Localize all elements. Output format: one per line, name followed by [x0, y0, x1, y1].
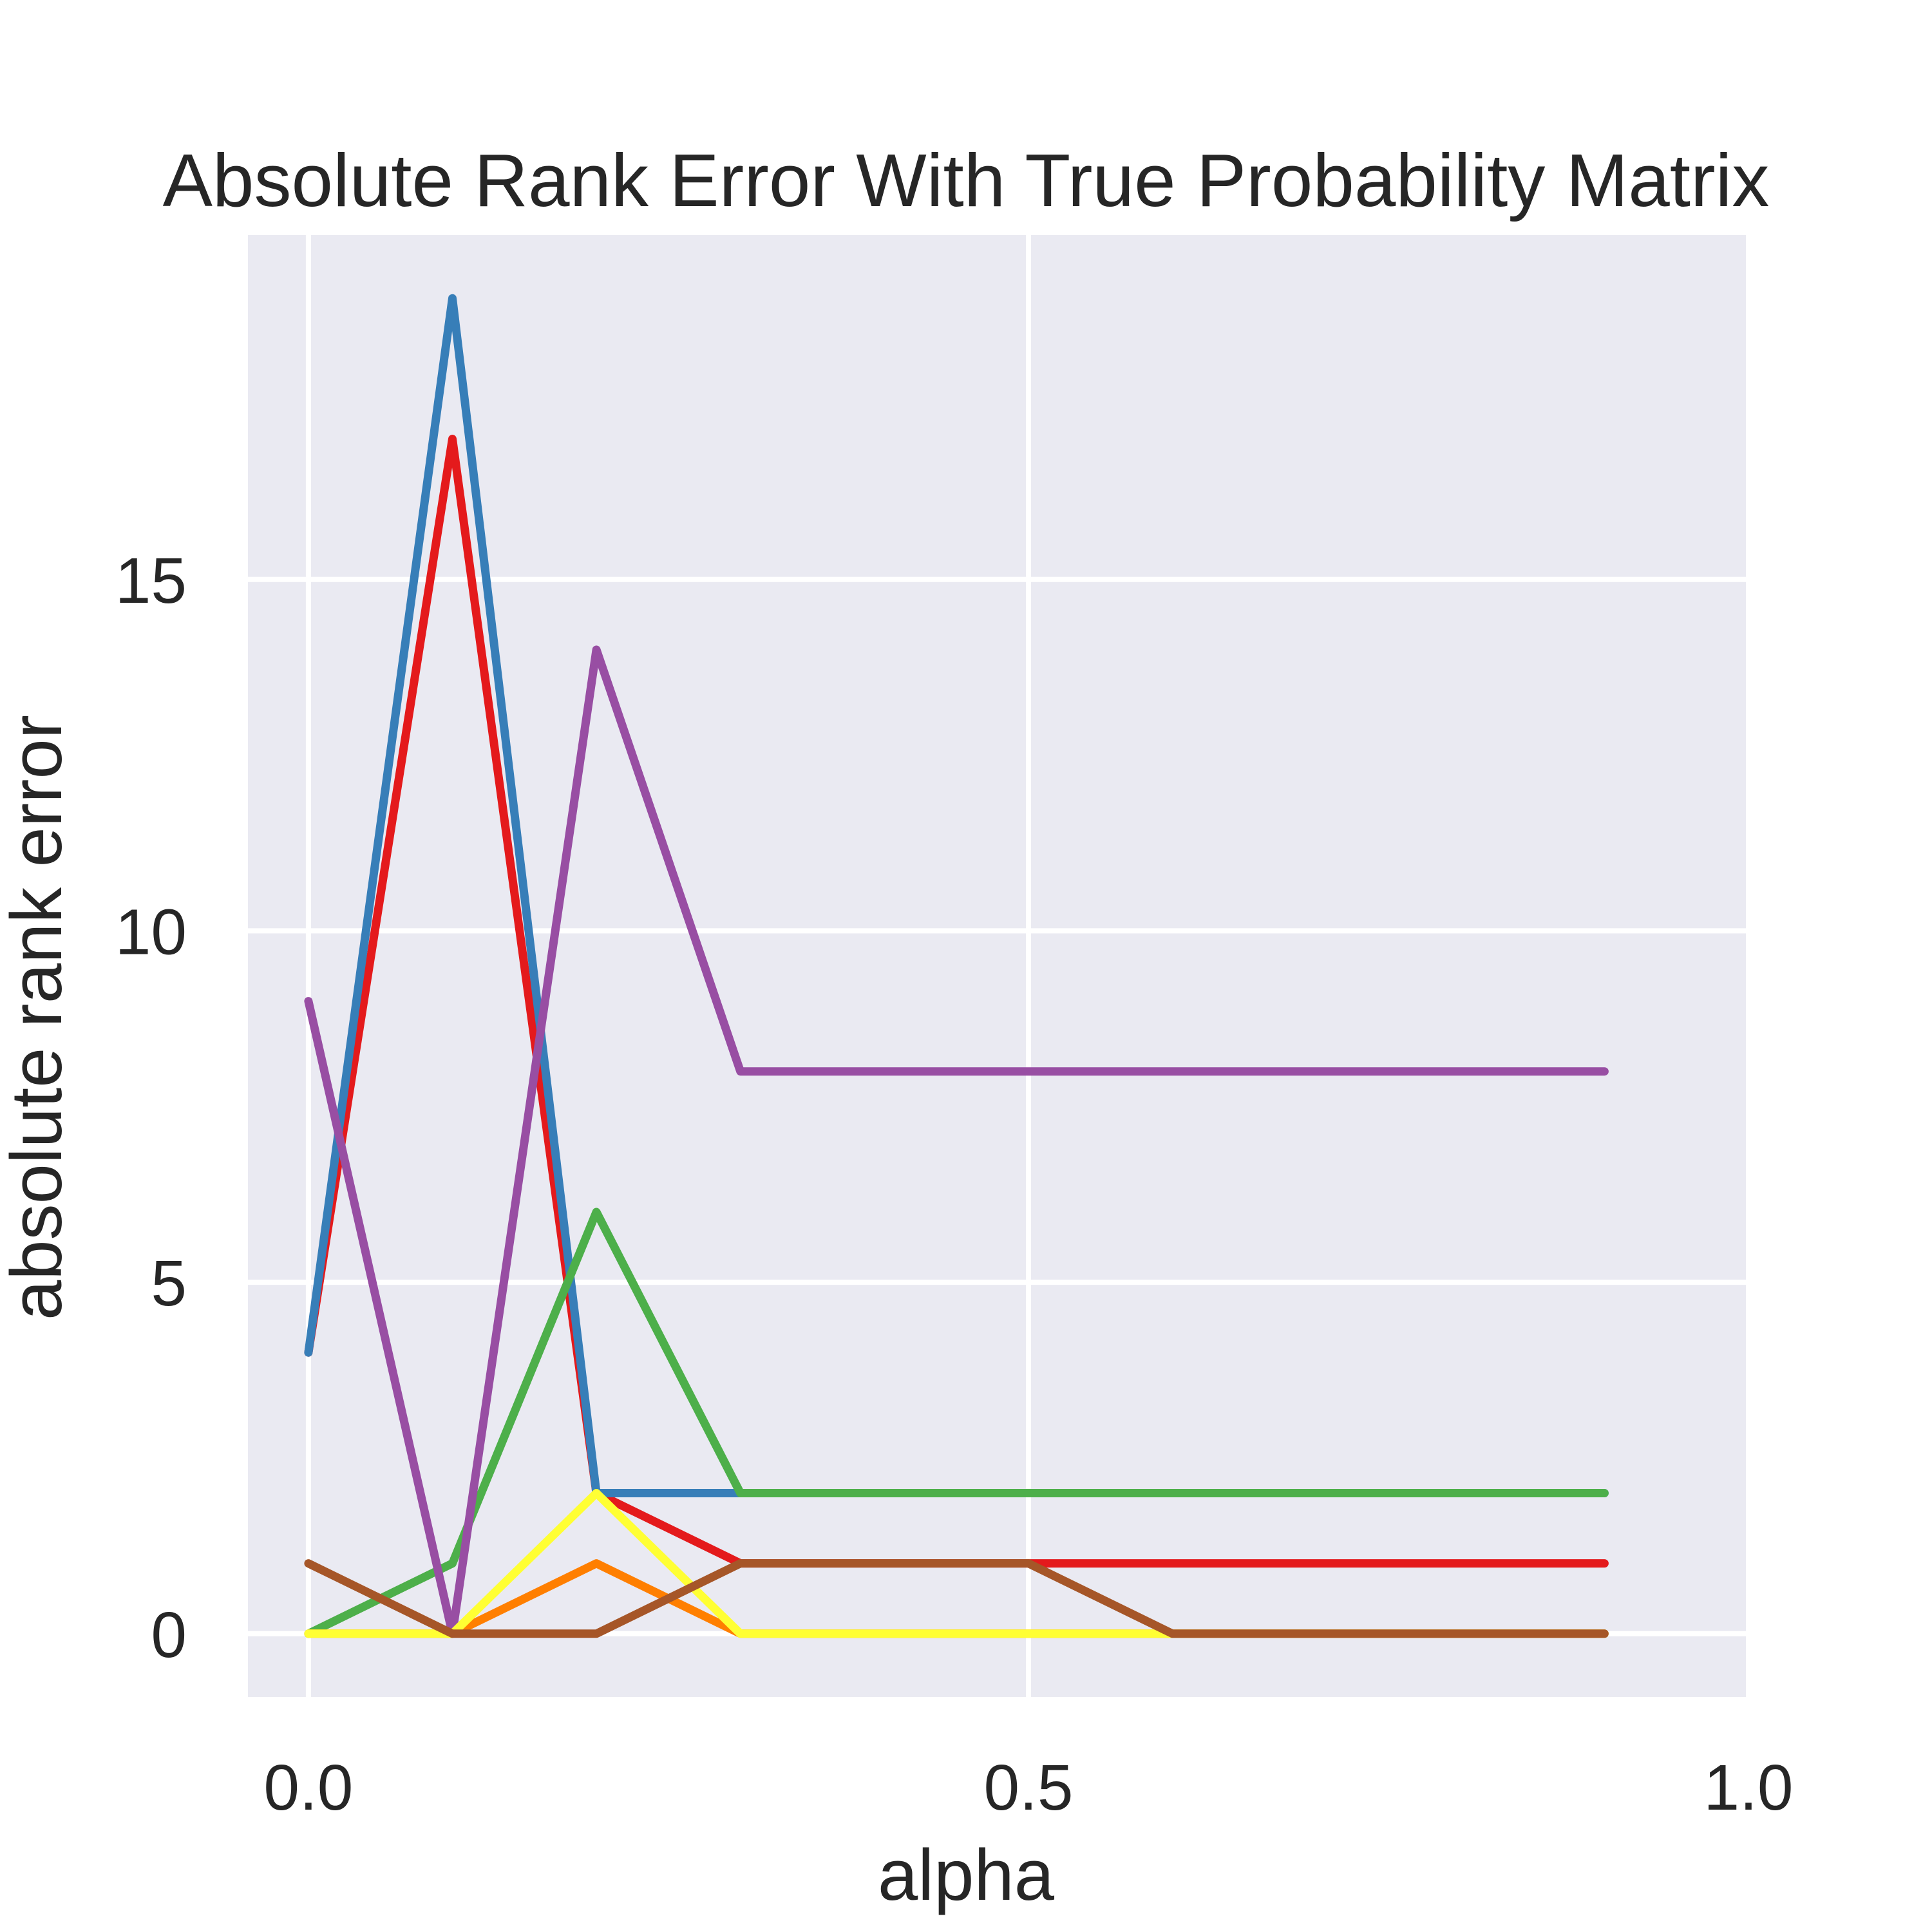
series-line-3 [304, 1208, 1609, 1638]
y-axis-label: absolute rank error [0, 715, 77, 1320]
series-line-7 [304, 1559, 1609, 1638]
tick-labels: 0.0 0.5 1.0 0 5 10 15 [115, 545, 1794, 1824]
x-axis-label: alpha [878, 1835, 1055, 1915]
x-tick-label: 1.0 [1703, 1752, 1793, 1824]
y-tick-label: 10 [115, 896, 187, 968]
series-group [304, 294, 1609, 1638]
y-tick-label: 0 [151, 1599, 187, 1671]
chart-title: Absolute Rank Error With True Probabilit… [163, 138, 1770, 222]
x-tick-label: 0.5 [983, 1752, 1073, 1824]
y-tick-label: 15 [115, 545, 187, 617]
x-tick-label: 0.0 [263, 1752, 353, 1824]
y-tick-label: 5 [151, 1247, 187, 1320]
series-line-4 [304, 645, 1609, 1638]
